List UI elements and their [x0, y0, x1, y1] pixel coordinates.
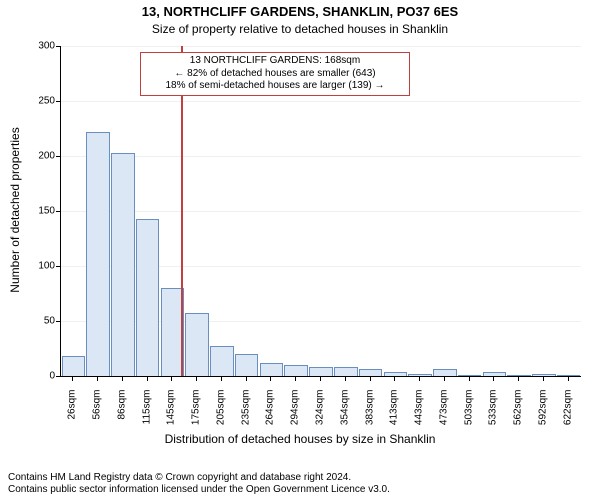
- page-subtitle: Size of property relative to detached ho…: [0, 22, 600, 36]
- x-tick-mark: [493, 376, 494, 381]
- x-tick-mark: [122, 376, 123, 381]
- y-tick-label: 150: [25, 206, 55, 217]
- x-tick-mark: [221, 376, 222, 381]
- histogram-bar: [86, 132, 110, 376]
- x-tick-mark: [543, 376, 544, 381]
- footer-line2: Contains public sector information licen…: [8, 484, 592, 496]
- x-tick-mark: [518, 376, 519, 381]
- x-tick-mark: [171, 376, 172, 381]
- x-tick-label: 86sqm: [116, 390, 127, 440]
- grid-line: [61, 156, 581, 157]
- histogram-bar: [185, 313, 209, 376]
- x-tick-mark: [345, 376, 346, 381]
- x-tick-label: 26sqm: [67, 390, 78, 440]
- x-tick-label: 324sqm: [315, 390, 326, 440]
- y-tick-label: 250: [25, 96, 55, 107]
- x-tick-label: 354sqm: [339, 390, 350, 440]
- page-title: 13, NORTHCLIFF GARDENS, SHANKLIN, PO37 6…: [0, 4, 600, 19]
- x-tick-label: 383sqm: [364, 390, 375, 440]
- x-tick-mark: [469, 376, 470, 381]
- annotation-line1: 13 NORTHCLIFF GARDENS: 168sqm: [145, 55, 405, 68]
- x-tick-mark: [246, 376, 247, 381]
- property-marker-line: [181, 46, 183, 376]
- histogram-bar: [309, 367, 333, 376]
- y-tick-mark: [56, 211, 61, 212]
- y-tick-mark: [56, 156, 61, 157]
- x-tick-mark: [419, 376, 420, 381]
- x-tick-mark: [394, 376, 395, 381]
- chart-plot-area: [60, 46, 581, 377]
- histogram-bar: [334, 367, 358, 376]
- x-tick-label: 503sqm: [463, 390, 474, 440]
- y-tick-label: 50: [25, 316, 55, 327]
- y-tick-mark: [56, 376, 61, 377]
- x-tick-label: 562sqm: [513, 390, 524, 440]
- y-tick-mark: [56, 266, 61, 267]
- x-tick-label: 235sqm: [240, 390, 251, 440]
- x-tick-mark: [444, 376, 445, 381]
- y-tick-mark: [56, 46, 61, 47]
- x-tick-label: 115sqm: [141, 390, 152, 440]
- histogram-bar: [235, 354, 259, 376]
- x-tick-label: 533sqm: [488, 390, 499, 440]
- annotation-line2: ← 82% of detached houses are smaller (64…: [145, 68, 405, 81]
- histogram-bar: [62, 356, 86, 376]
- y-tick-mark: [56, 321, 61, 322]
- x-tick-mark: [295, 376, 296, 381]
- x-tick-label: 205sqm: [215, 390, 226, 440]
- y-axis-label: Number of detached properties: [8, 45, 22, 375]
- annotation-line3: 18% of semi-detached houses are larger (…: [145, 80, 405, 93]
- x-tick-mark: [196, 376, 197, 381]
- x-tick-label: 413sqm: [389, 390, 400, 440]
- histogram-bar: [210, 346, 234, 376]
- x-tick-label: 443sqm: [414, 390, 425, 440]
- grid-line: [61, 211, 581, 212]
- x-tick-label: 175sqm: [191, 390, 202, 440]
- histogram-bar: [359, 369, 383, 376]
- x-tick-mark: [72, 376, 73, 381]
- y-tick-label: 100: [25, 261, 55, 272]
- histogram-bar: [111, 153, 135, 376]
- x-tick-mark: [370, 376, 371, 381]
- x-tick-mark: [97, 376, 98, 381]
- x-tick-label: 56sqm: [92, 390, 103, 440]
- grid-line: [61, 101, 581, 102]
- histogram-bar: [532, 374, 556, 376]
- histogram-bar: [260, 363, 284, 376]
- footer-line1: Contains HM Land Registry data © Crown c…: [8, 472, 592, 484]
- grid-line: [61, 46, 581, 47]
- histogram-bar: [433, 369, 457, 376]
- x-tick-label: 622sqm: [562, 390, 573, 440]
- x-tick-mark: [270, 376, 271, 381]
- x-tick-mark: [320, 376, 321, 381]
- x-tick-mark: [568, 376, 569, 381]
- histogram-bar: [284, 365, 308, 376]
- footer-attribution: Contains HM Land Registry data © Crown c…: [8, 472, 592, 496]
- y-tick-label: 200: [25, 151, 55, 162]
- annotation-box: 13 NORTHCLIFF GARDENS: 168sqm ← 82% of d…: [140, 52, 410, 96]
- x-tick-label: 592sqm: [537, 390, 548, 440]
- x-tick-mark: [147, 376, 148, 381]
- x-tick-label: 264sqm: [265, 390, 276, 440]
- x-tick-label: 473sqm: [438, 390, 449, 440]
- x-tick-label: 294sqm: [290, 390, 301, 440]
- x-tick-label: 145sqm: [166, 390, 177, 440]
- histogram-bar: [136, 219, 160, 376]
- y-tick-label: 300: [25, 41, 55, 52]
- y-tick-mark: [56, 101, 61, 102]
- y-tick-label: 0: [25, 371, 55, 382]
